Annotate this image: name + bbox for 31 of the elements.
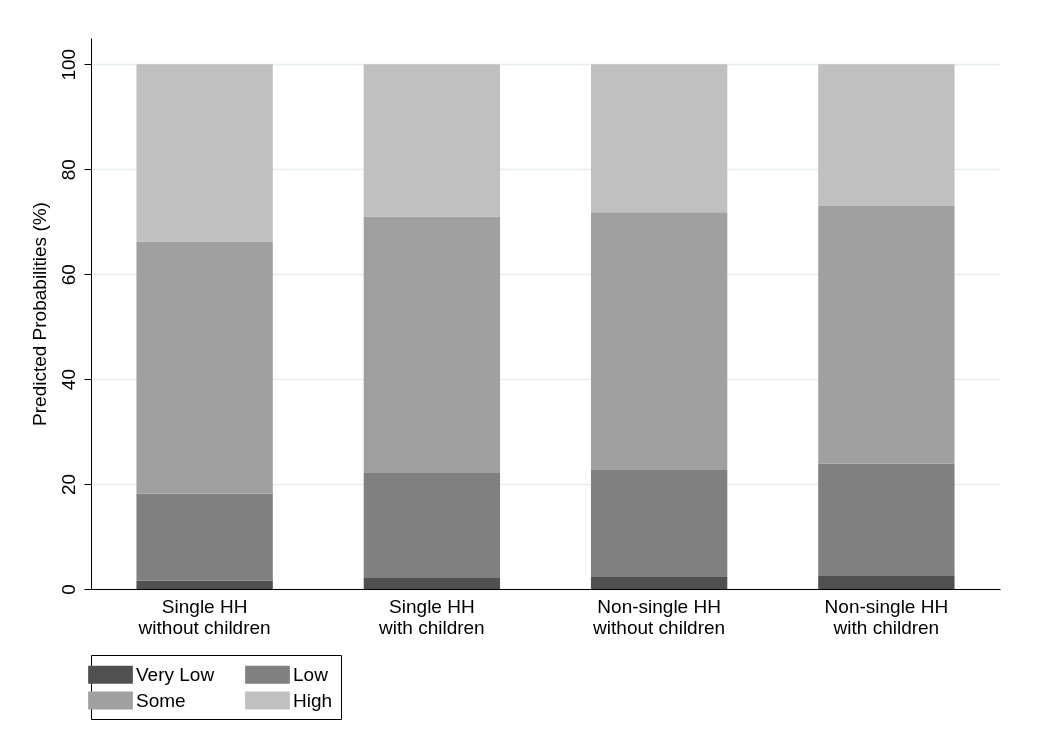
legend-label: Low [293,663,329,685]
bar [590,469,728,577]
bar [590,212,728,470]
y-tick-label: 0 [57,584,79,595]
y-tick-label: 60 [57,264,79,286]
bar [818,463,955,576]
x-tick-label: Non-single HH without children [592,595,726,638]
y-tick-label: 80 [57,159,79,181]
y-axis-title: Predicted Probabilities (%) [28,202,50,426]
bar [363,64,501,217]
bar [363,473,501,578]
bar [136,580,273,589]
bar [363,577,501,589]
x-tick-label: Non-single HH with children [824,595,949,638]
y-tick-label: 40 [57,369,79,391]
x-tick-label: Single HH with children [378,595,485,638]
bar [136,493,273,581]
bar [136,64,273,242]
bar [818,64,955,206]
bar [363,216,501,474]
x-tick-label: Single HH without children [137,595,271,638]
y-tick-label: 20 [57,473,79,496]
bar [818,575,955,589]
legend-label: Some [136,689,186,711]
bar [590,64,728,213]
bar [590,576,728,589]
bar [136,241,273,494]
legend-label: High [293,689,333,711]
bar [818,205,955,464]
legend-label: Very Low [136,663,215,685]
y-tick-label: 100 [57,48,79,81]
